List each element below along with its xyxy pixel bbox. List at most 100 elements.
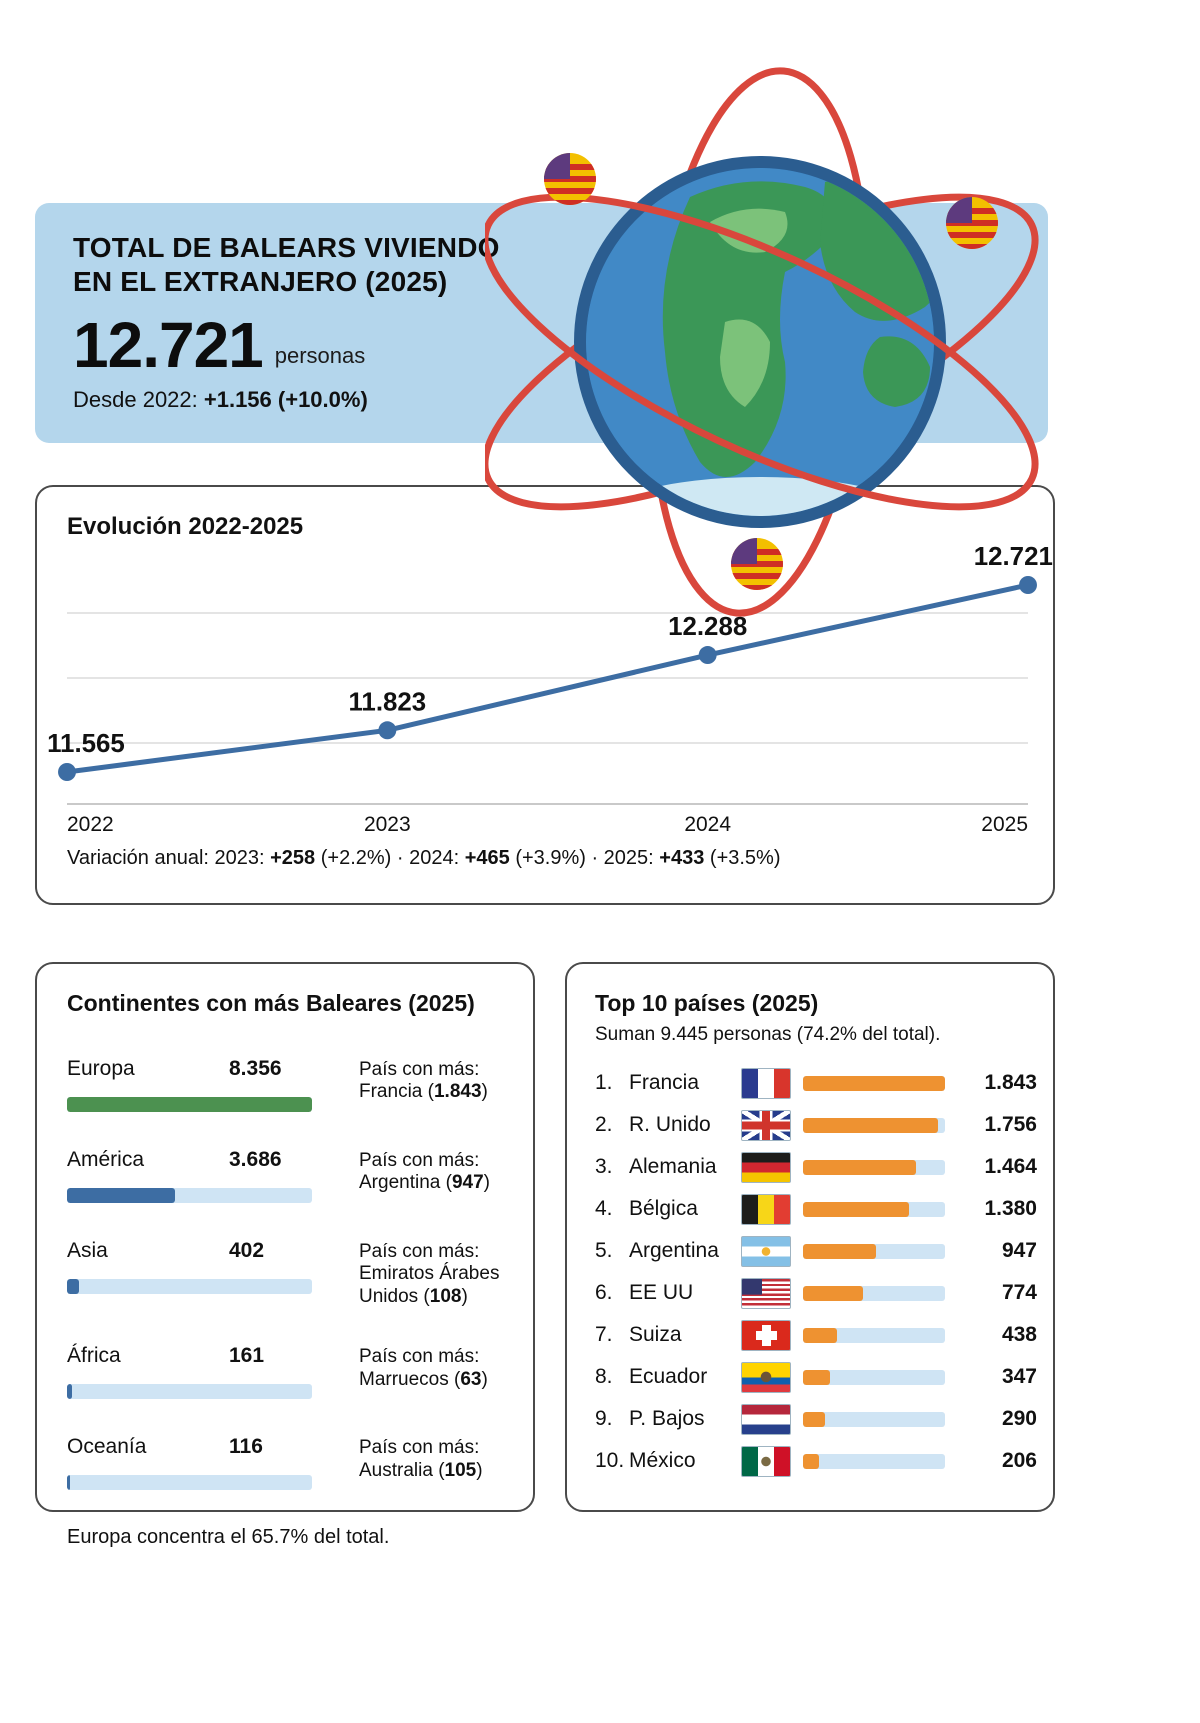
year-label: 2022 bbox=[67, 813, 114, 836]
country-row: 5. Argentina 947 bbox=[595, 1230, 1037, 1272]
country-row: 4. Bélgica 1.380 bbox=[595, 1188, 1037, 1230]
top10-title: Top 10 países (2025) bbox=[595, 990, 819, 1016]
country-name: R. Unido bbox=[629, 1113, 711, 1136]
country-bar-track bbox=[803, 1201, 945, 1217]
country-rank: 10. bbox=[595, 1449, 625, 1472]
country-row: 1. Francia 1.843 bbox=[595, 1062, 1037, 1104]
continent-bar-track bbox=[67, 1279, 312, 1294]
country-value: 206 bbox=[1001, 1449, 1037, 1472]
continent-name: Asia bbox=[67, 1239, 108, 1262]
country-row: 9. P. Bajos 290 bbox=[595, 1398, 1037, 1440]
country-row: 2. R. Unido 1.756 bbox=[595, 1104, 1037, 1146]
country-rank: 6. bbox=[595, 1281, 613, 1304]
country-row: 8. Ecuador 347 bbox=[595, 1356, 1037, 1398]
continent-row: África 161 País con más: Marruecos (63) bbox=[67, 1344, 521, 1400]
evolution-title: Evolución 2022-2025 bbox=[67, 513, 304, 540]
continent-top-country: País con más: Francia (1.843) bbox=[359, 1059, 488, 1103]
title-line-1: TOTAL DE BALEARS VIVIENDO bbox=[73, 232, 500, 263]
evolution-card: Evolución 2022-2025 11.565 11.823 12.288 12… bbox=[35, 485, 1055, 905]
country-value: 1.756 bbox=[984, 1113, 1037, 1136]
svg-text:11.565: 11.565 bbox=[47, 730, 125, 758]
country-bar-track bbox=[803, 1075, 945, 1091]
country-bar-fill bbox=[803, 1453, 819, 1469]
continent-top-country: País con más: Emiratos Árabes Unidos (10… bbox=[359, 1241, 500, 1307]
country-bar-track bbox=[803, 1369, 945, 1385]
country-bar-fill bbox=[803, 1201, 910, 1217]
country-rank: 2. bbox=[595, 1113, 613, 1136]
country-bar-fill bbox=[803, 1159, 916, 1175]
country-value: 1.380 bbox=[984, 1197, 1037, 1220]
flag-mexico-icon bbox=[741, 1445, 791, 1477]
continent-value: 402 bbox=[229, 1239, 265, 1262]
line-chart-svg: 11.565 11.823 12.288 12.721 bbox=[47, 543, 1053, 805]
infographic-title: TOTAL DE BALEARS VIVIENDO EN EL EXTRANJE… bbox=[73, 231, 1018, 299]
country-value: 947 bbox=[1001, 1239, 1037, 1262]
country-name: México bbox=[629, 1449, 696, 1472]
year-label: 2025 bbox=[981, 813, 1028, 836]
continent-bar-track bbox=[67, 1384, 312, 1400]
continent-name: África bbox=[67, 1344, 121, 1368]
country-rank: 8. bbox=[595, 1365, 613, 1388]
country-value: 290 bbox=[1001, 1407, 1037, 1430]
continent-row: Oceanía 116 País con más: Australia (105… bbox=[67, 1435, 521, 1491]
country-bar-fill bbox=[803, 1411, 826, 1427]
since-2022-change: Desde 2022: +1.156 (+10.0%) bbox=[73, 387, 1018, 413]
country-name: P. Bajos bbox=[629, 1407, 705, 1430]
continent-row: Asia 402 País con más: Emiratos Árabes U… bbox=[67, 1239, 521, 1308]
country-name: Ecuador bbox=[629, 1365, 708, 1388]
country-bar-fill bbox=[803, 1369, 830, 1385]
continent-bar-track bbox=[67, 1475, 312, 1491]
flag-ecuador-icon bbox=[741, 1361, 791, 1393]
continent-value: 161 bbox=[229, 1344, 265, 1368]
continents-title: Continentes con más Baleares (2025) bbox=[67, 990, 475, 1016]
top10-subtitle: Suman 9.445 personas (74.2% del total). bbox=[595, 1024, 941, 1045]
country-name: Bélgica bbox=[629, 1197, 698, 1220]
country-bar-track bbox=[803, 1411, 945, 1427]
svg-text:12.721: 12.721 bbox=[974, 543, 1053, 571]
continent-name: América bbox=[67, 1148, 145, 1171]
country-value: 438 bbox=[1001, 1323, 1037, 1346]
since-label: Desde 2022: bbox=[73, 387, 204, 413]
country-value: 1.843 bbox=[984, 1071, 1037, 1094]
continent-top-country: País con más: Argentina (947) bbox=[359, 1150, 490, 1194]
country-bar-fill bbox=[803, 1327, 837, 1343]
year-label: 2024 bbox=[684, 813, 732, 836]
total-count: 12.721 bbox=[73, 309, 264, 382]
country-bar-track bbox=[803, 1285, 945, 1301]
variation-annotation: Variación anual: 2023: +258 (+2.2%) · 20… bbox=[67, 847, 781, 869]
country-name: Alemania bbox=[629, 1155, 717, 1178]
flag-netherlands-icon bbox=[741, 1403, 791, 1435]
total-row: 12.721 personas bbox=[73, 313, 1018, 377]
continent-bar-fill bbox=[67, 1384, 72, 1400]
top10-list: 1. Francia 1.843 2. R. Unido 1.756 3. Al… bbox=[595, 1062, 1037, 1482]
continent-bar-fill bbox=[67, 1097, 312, 1112]
continent-bar-fill bbox=[67, 1475, 71, 1491]
country-bar-fill bbox=[803, 1285, 863, 1301]
country-bar-fill bbox=[803, 1243, 876, 1259]
country-rank: 5. bbox=[595, 1239, 613, 1262]
continent-bar-track bbox=[67, 1097, 312, 1112]
country-value: 347 bbox=[1001, 1365, 1037, 1388]
title-line-2: EN EL EXTRANJERO (2025) bbox=[73, 266, 448, 298]
continent-bar-fill bbox=[67, 1188, 176, 1203]
continent-row: América 3.686 País con más: Argentina (9… bbox=[67, 1148, 521, 1203]
x-axis-labels: 2022 2023 2024 2025 bbox=[67, 813, 1028, 839]
country-bar-track bbox=[803, 1327, 945, 1343]
country-bar-track bbox=[803, 1159, 945, 1175]
since-value: +1.156 (+10.0%) bbox=[203, 387, 368, 413]
continent-value: 3.686 bbox=[229, 1148, 282, 1171]
continent-name: Oceanía bbox=[67, 1435, 147, 1459]
continent-value: 8.356 bbox=[229, 1057, 282, 1080]
country-rank: 3. bbox=[595, 1155, 613, 1178]
year-label: 2023 bbox=[363, 813, 411, 836]
country-bar-track bbox=[803, 1117, 945, 1133]
flag-switzerland-icon bbox=[741, 1319, 791, 1351]
flag-germany-icon bbox=[741, 1151, 791, 1183]
country-bar-track bbox=[803, 1243, 945, 1259]
country-row: 10. México 206 bbox=[595, 1440, 1037, 1482]
flag-argentina-icon bbox=[741, 1235, 791, 1267]
country-rank: 1. bbox=[595, 1071, 613, 1094]
evolution-line-chart: 11.565 11.823 12.288 12.721 bbox=[47, 543, 1053, 807]
country-rank: 9. bbox=[595, 1407, 613, 1430]
